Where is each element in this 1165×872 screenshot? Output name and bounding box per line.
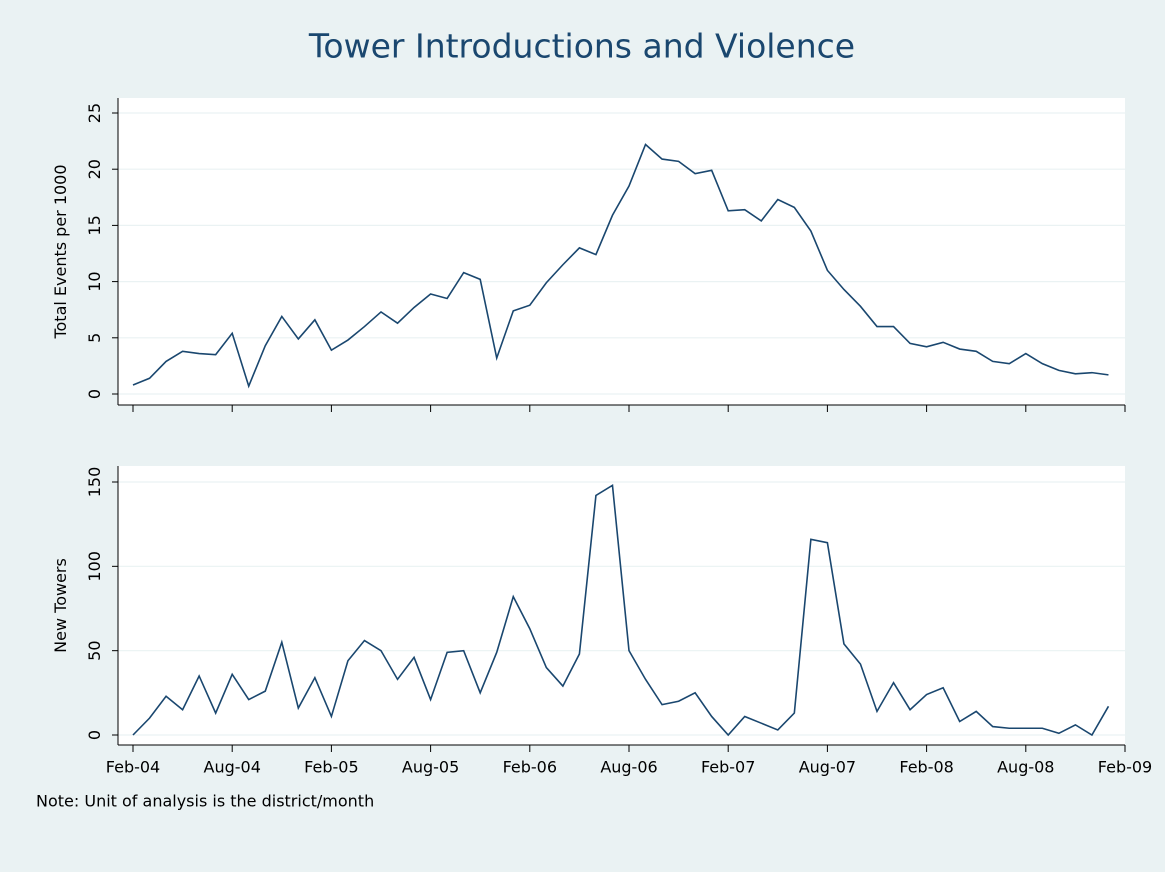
x-tick-label: Feb-07 [701,758,755,777]
x-tick-label: Aug-08 [997,758,1054,777]
y-tick-label: 50 [85,640,104,660]
y-tick-label: 15 [85,215,104,235]
y-tick-label: 150 [85,467,104,498]
y-tick-label: 0 [85,389,104,399]
x-tick-label: Feb-08 [899,758,953,777]
x-tick-label: Aug-04 [204,758,261,777]
data-line [132,484,1110,737]
y-tick-label: 5 [85,333,104,343]
y-tick-label: 0 [85,730,104,740]
plot-area [118,98,1125,405]
x-tick-label: Feb-04 [106,758,160,777]
y-tick-label: 20 [85,159,104,179]
x-tick-label: Aug-06 [600,758,657,777]
x-tick-label: Feb-09 [1098,758,1152,777]
y-tick-label: 10 [85,271,104,291]
x-tick-label: Aug-05 [402,758,459,777]
x-tick-label: Feb-06 [503,758,557,777]
x-tick-label: Feb-05 [304,758,358,777]
plot-area [118,466,1125,745]
y-axis-title: New Towers [51,558,70,653]
y-tick-label: 100 [85,551,104,582]
note: Note: Unit of analysis is the district/m… [36,792,374,811]
y-axis-title: Total Events per 1000 [51,164,70,339]
chart-title: Tower Introductions and Violence [308,27,855,66]
y-tick-label: 25 [85,103,104,123]
x-tick-label: Aug-07 [799,758,856,777]
data-line [132,143,1109,389]
